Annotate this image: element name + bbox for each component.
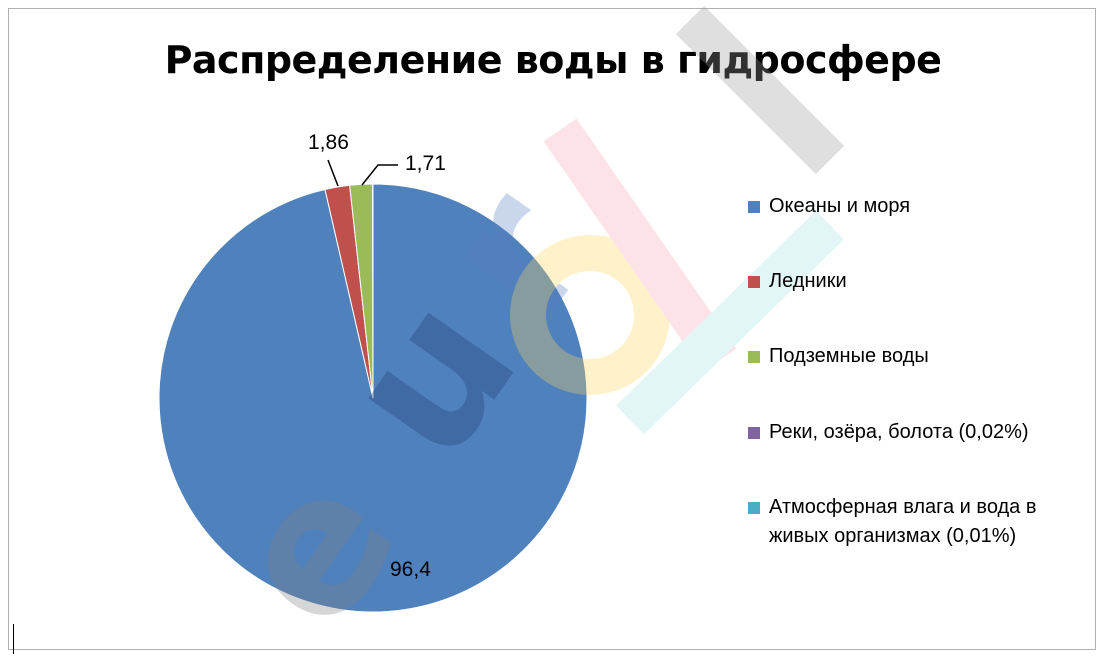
data-label: 1,86	[308, 131, 349, 154]
legend-item: Подземные воды	[748, 342, 1088, 371]
legend-item: Ледники	[748, 267, 1088, 296]
legend-label: Атмосферная влага и вода в живых организ…	[769, 496, 1037, 547]
leader-line	[361, 164, 398, 186]
legend-label: Подземные воды	[769, 345, 929, 367]
legend-swatch	[748, 502, 760, 514]
legend-item: Реки, озёра, болота (0,02%)	[748, 418, 1088, 447]
leader-line	[327, 159, 339, 187]
legend-item: Атмосферная влага и вода в живых организ…	[748, 493, 1088, 551]
legend-label: Океаны и моря	[769, 195, 911, 217]
data-label: 96,4	[390, 558, 431, 581]
legend-swatch	[748, 427, 760, 439]
legend-label: Ледники	[769, 270, 847, 292]
legend-swatch	[748, 201, 760, 213]
legend-swatch	[748, 276, 760, 288]
legend-item: Океаны и моря	[748, 192, 1088, 221]
legend-label: Реки, озёра, болота (0,02%)	[769, 421, 1029, 443]
pie-slice	[158, 183, 588, 613]
chart-title: Распределение воды в гидросфере	[164, 38, 942, 82]
data-label: 1,71	[405, 152, 446, 175]
text-cursor	[13, 624, 14, 654]
legend-swatch	[748, 351, 760, 363]
